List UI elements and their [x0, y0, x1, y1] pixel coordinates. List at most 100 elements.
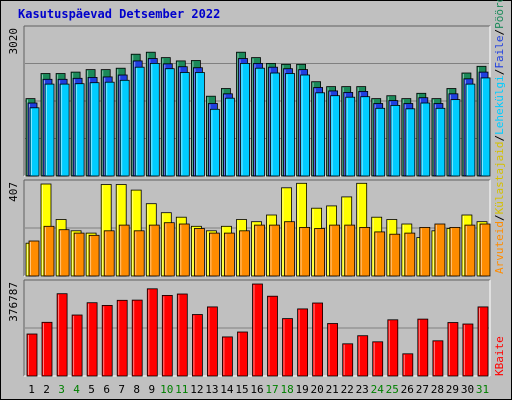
day-label-4: 4 — [73, 383, 80, 396]
bar-kbaite-day-10 — [161, 294, 173, 377]
bar-lehekülgi-day-20 — [315, 92, 326, 177]
bar-lehekülgi-day-31 — [480, 77, 491, 177]
day-label-24: 24 — [371, 383, 385, 396]
bar-kbaite-day-2 — [41, 321, 53, 377]
legend-lehekülgi: Lehekülgi — [493, 75, 506, 135]
bar-kbaite-day-15 — [237, 331, 248, 377]
bar-lehekülgi-day-10 — [164, 68, 175, 177]
bar-arvuteid-day-5 — [88, 234, 100, 277]
bar-arvuteid-day-15 — [239, 230, 250, 277]
day-label-29: 29 — [446, 383, 459, 396]
day-label-31: 31 — [476, 383, 489, 396]
bar-arvuteid-day-14 — [223, 232, 235, 277]
day-label-14: 14 — [220, 383, 234, 396]
day-label-11: 11 — [175, 383, 188, 396]
bar-kbaite-day-1 — [26, 333, 38, 377]
bar-kbaite-day-19 — [297, 308, 309, 377]
day-label-12: 12 — [190, 383, 203, 396]
bar-arvuteid-day-11 — [178, 223, 190, 277]
bar-lehekülgi-day-22 — [345, 96, 356, 177]
bar-arvuteid-day-3 — [58, 229, 70, 277]
bar-lehekülgi-day-15 — [240, 63, 250, 177]
legend-faile: Faile — [493, 36, 506, 69]
day-label-27: 27 — [416, 383, 429, 396]
bar-arvuteid-day-6 — [103, 230, 115, 277]
bar-lehekülgi-day-24 — [375, 107, 386, 177]
day-label-21: 21 — [326, 383, 339, 396]
bar-kbaite-day-29 — [447, 322, 459, 377]
bar-kbaite-day-3 — [56, 293, 68, 377]
day-label-9: 9 — [148, 383, 155, 396]
bar-arvuteid-day-23 — [359, 226, 371, 277]
legend-kbaite: KBaite — [493, 336, 506, 376]
bar-arvuteid-day-28 — [434, 223, 446, 277]
bar-kbaite-day-21 — [327, 323, 339, 377]
bar-lehekülgi-day-9 — [149, 63, 160, 177]
bar-arvuteid-day-9 — [148, 224, 160, 277]
bar-lehekülgi-day-8 — [134, 66, 145, 177]
day-label-16: 16 — [250, 383, 263, 396]
day-label-28: 28 — [431, 383, 444, 396]
day-label-20: 20 — [310, 383, 323, 396]
bar-lehekülgi-day-12 — [194, 72, 205, 177]
bar-arvuteid-day-17 — [269, 224, 280, 277]
panel-2-max-label: 407 — [7, 182, 20, 202]
bar-arvuteid-day-30 — [464, 224, 476, 277]
bar-lehekülgi-day-18 — [285, 73, 295, 177]
bar-lehekülgi-day-14 — [224, 97, 235, 177]
legend-top: Arvuteid/Külastajaid/Lehekülgi/Faile/Pöö… — [493, 0, 506, 274]
bar-arvuteid-day-19 — [299, 226, 311, 277]
bar-lehekülgi-day-28 — [435, 107, 446, 177]
bar-arvuteid-day-24 — [374, 231, 386, 277]
bar-kbaite-day-26 — [402, 353, 414, 377]
bar-arvuteid-day-25 — [389, 233, 401, 277]
bar-lehekülgi-day-27 — [420, 102, 431, 177]
day-label-19: 19 — [295, 383, 308, 396]
bar-arvuteid-day-26 — [404, 232, 416, 277]
bar-kbaite-day-24 — [372, 341, 384, 377]
bar-lehekülgi-day-30 — [465, 83, 476, 177]
bar-kbaite-day-13 — [206, 306, 218, 377]
bar-lehekülgi-day-6 — [104, 81, 115, 177]
legend-pöördumisi: Pöördumisi — [493, 0, 506, 29]
bar-arvuteid-day-27 — [419, 226, 431, 277]
bar-arvuteid-day-18 — [284, 221, 295, 277]
day-label-8: 8 — [133, 383, 140, 396]
bar-arvuteid-day-29 — [449, 226, 461, 277]
day-label-26: 26 — [401, 383, 414, 396]
bar-kbaite-day-23 — [357, 335, 369, 377]
legend-separator: / — [493, 69, 506, 76]
bar-kbaite-day-4 — [71, 314, 83, 377]
day-label-3: 3 — [58, 383, 65, 396]
legend-separator: / — [493, 29, 506, 36]
bar-lehekülgi-day-4 — [74, 83, 85, 177]
bar-lehekülgi-day-25 — [390, 105, 401, 177]
legend-külastajaid: Külastajaid — [493, 142, 506, 215]
bar-kbaite-day-22 — [342, 343, 354, 377]
bar-kbaite-day-28 — [432, 340, 444, 377]
day-label-22: 22 — [341, 383, 354, 396]
bar-arvuteid-day-22 — [344, 224, 356, 277]
bar-lehekülgi-day-23 — [360, 96, 371, 177]
day-label-15: 15 — [235, 383, 248, 396]
bar-kbaite-day-20 — [312, 302, 324, 377]
bar-kbaite-day-30 — [462, 323, 474, 377]
bar-lehekülgi-day-26 — [405, 108, 416, 177]
day-label-30: 30 — [461, 383, 474, 396]
panel-3-max-label: 376787 — [7, 282, 20, 322]
day-label-1: 1 — [28, 383, 35, 396]
panel-1-max-label: 3020 — [7, 28, 20, 55]
day-label-5: 5 — [88, 383, 95, 396]
legend-separator: / — [493, 135, 506, 142]
day-label-25: 25 — [386, 383, 399, 396]
bar-lehekülgi-day-5 — [89, 82, 100, 177]
bar-lehekülgi-day-17 — [270, 72, 280, 177]
bar-arvuteid-day-7 — [118, 224, 130, 277]
legend-separator: / — [493, 214, 506, 221]
day-label-2: 2 — [43, 383, 50, 396]
bar-lehekülgi-day-11 — [179, 72, 190, 177]
bar-lehekülgi-day-13 — [209, 108, 220, 177]
bar-kbaite-day-9 — [146, 288, 158, 377]
bar-lehekülgi-day-19 — [300, 74, 311, 177]
